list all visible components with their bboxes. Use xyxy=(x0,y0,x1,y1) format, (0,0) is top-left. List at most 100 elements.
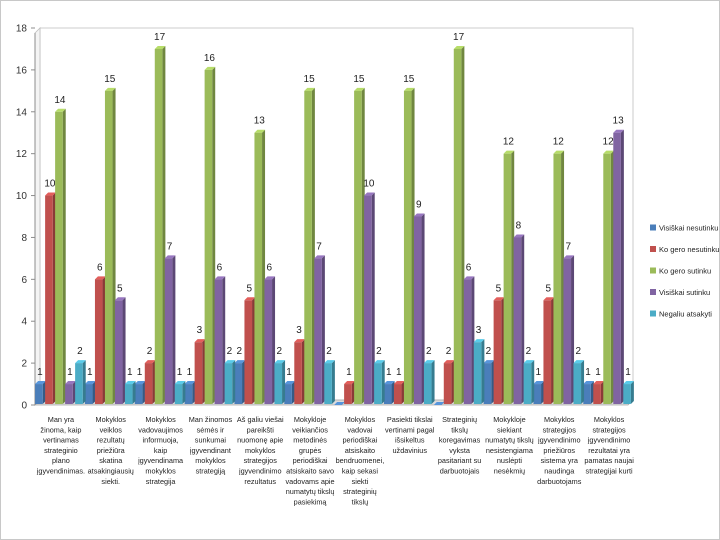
data-label: 1 xyxy=(177,367,183,378)
bar-side xyxy=(610,150,614,404)
bar xyxy=(254,132,263,404)
bar xyxy=(533,384,542,404)
bar-side xyxy=(52,192,56,404)
x-category-label: Mokykloje siekiant numatytų tikslų nesisten… xyxy=(485,415,534,476)
bar-top xyxy=(463,276,475,280)
data-label: 12 xyxy=(553,137,565,148)
data-label: 3 xyxy=(197,325,203,336)
bar xyxy=(393,384,402,404)
bar xyxy=(324,363,332,404)
bar-top xyxy=(314,255,325,259)
bar-top xyxy=(244,297,256,301)
data-label: 13 xyxy=(613,116,625,127)
bar-side xyxy=(262,129,266,404)
bar-top xyxy=(134,381,146,385)
bar xyxy=(65,384,73,404)
plot-side-wall xyxy=(34,27,41,406)
data-label: 1 xyxy=(585,367,591,378)
x-category-label-line: įgyvendinant xyxy=(190,446,231,455)
bar-top xyxy=(164,255,176,259)
bar xyxy=(314,258,322,404)
y-tick-label: 18 xyxy=(16,24,28,35)
data-label: 2 xyxy=(77,346,83,357)
data-label: 1 xyxy=(286,367,292,378)
x-category-label-line: sėmės ir xyxy=(197,425,225,434)
bar-top xyxy=(294,339,305,343)
x-category-label-line: skatina xyxy=(99,456,123,465)
bar-top xyxy=(583,381,594,385)
bar-top xyxy=(493,297,505,301)
bar xyxy=(523,363,532,404)
bar-top xyxy=(94,276,106,280)
data-label: 2 xyxy=(575,346,581,357)
legend-label: Visiškai sutinku xyxy=(659,288,710,297)
bar xyxy=(204,69,213,404)
bar xyxy=(55,111,63,405)
x-category-label-line: strategijos xyxy=(592,425,626,434)
bar-top xyxy=(623,381,634,385)
x-category-label-line: uždavinius xyxy=(393,446,428,455)
data-label: 7 xyxy=(316,241,322,252)
bar-side xyxy=(132,381,136,404)
x-category-label-line: Mokyklos xyxy=(145,415,176,424)
bar-top xyxy=(613,129,624,133)
data-label: 2 xyxy=(376,346,382,357)
data-label: 2 xyxy=(236,346,242,357)
bar xyxy=(503,153,512,404)
bar-side xyxy=(232,360,236,404)
bar-side xyxy=(471,276,475,404)
bar xyxy=(403,90,412,404)
data-label: 1 xyxy=(535,367,541,378)
x-category-label-line: strategiją xyxy=(196,467,227,476)
y-tick-label: 8 xyxy=(21,233,27,244)
data-label: 17 xyxy=(154,32,166,43)
data-label: 13 xyxy=(254,116,266,127)
x-category-label-line: tikslų xyxy=(352,497,369,506)
data-label: 1 xyxy=(386,367,392,378)
data-label: 10 xyxy=(363,179,375,190)
bar-side xyxy=(581,360,585,404)
x-category-label: Mokyklos vadovai periodiškai atsiskaito bend… xyxy=(336,415,385,506)
bar-top xyxy=(483,360,495,364)
bar xyxy=(623,384,631,404)
x-category-label-line: plano xyxy=(52,456,70,465)
data-label: 1 xyxy=(67,367,73,378)
x-category-label: Mokyklos strategijos įgyvendinimo priežiūro… xyxy=(537,415,582,486)
x-category-label-line: siekiant xyxy=(497,425,522,434)
bar xyxy=(354,90,362,404)
x-category-label-line: sistema yra xyxy=(541,456,579,465)
bar xyxy=(573,363,582,404)
x-category-label-line: Mokyklos xyxy=(544,415,575,424)
data-label: 15 xyxy=(403,74,415,85)
x-category-label-line: informuoja, xyxy=(143,436,179,445)
x-category-label-line: darbuotojams xyxy=(537,477,582,486)
data-label: 5 xyxy=(246,283,252,294)
x-category-label-line: Mokyklos xyxy=(594,415,625,424)
legend-swatch xyxy=(650,289,656,295)
legend-swatch xyxy=(650,267,656,274)
bar xyxy=(593,384,601,404)
bar xyxy=(244,300,253,404)
bar-top xyxy=(45,192,56,196)
bar-side xyxy=(252,297,256,404)
x-category-label-line: bendruomenei, xyxy=(336,456,385,465)
bar-side xyxy=(531,360,535,404)
bar-side xyxy=(182,381,186,404)
bar-top xyxy=(224,360,236,364)
legend-label: Visiškai nesutinku xyxy=(659,224,718,233)
x-category-label-line: grupės xyxy=(299,446,322,455)
bar-side xyxy=(381,360,385,404)
x-category-label: Mokyklos strategijos įgyvendinimo rezultata… xyxy=(584,415,634,476)
x-category-label-line: nesėkmių xyxy=(494,467,525,476)
legend-swatch xyxy=(650,310,656,317)
x-category-label-line: strategija xyxy=(146,477,177,486)
bar xyxy=(493,300,502,404)
x-category-label-line: pasitariant su xyxy=(438,456,481,465)
bar-top xyxy=(354,87,365,91)
bar xyxy=(473,342,482,404)
data-label: 3 xyxy=(476,325,482,336)
bar-top xyxy=(144,360,156,364)
bar-top xyxy=(403,87,415,91)
bar xyxy=(224,363,233,404)
